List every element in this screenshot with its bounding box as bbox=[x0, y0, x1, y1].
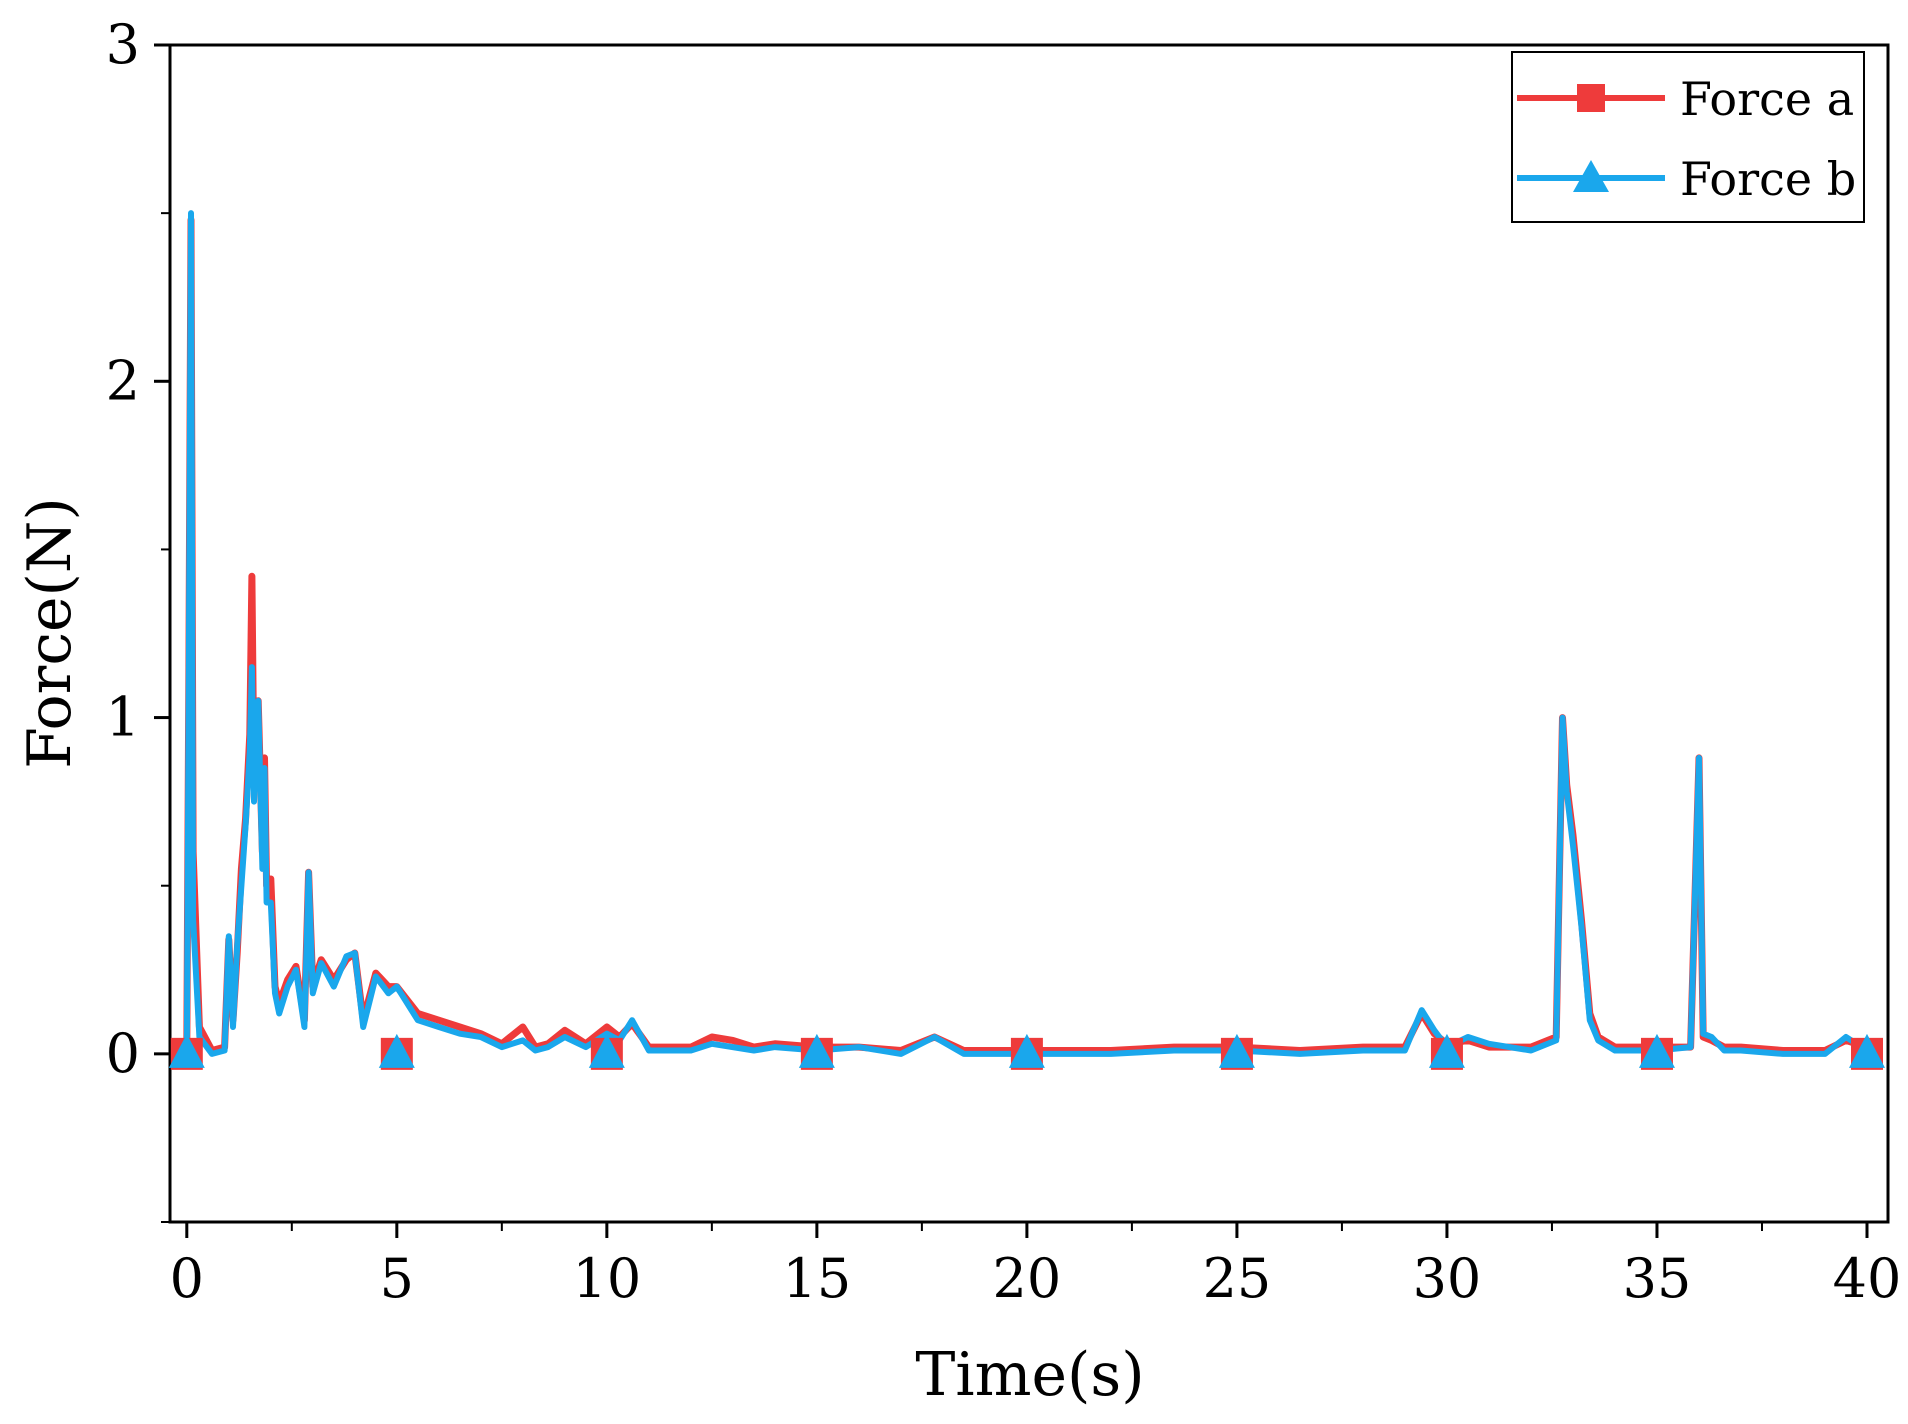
legend-frame bbox=[1511, 51, 1865, 223]
x-tick-label-25: 25 bbox=[1203, 1247, 1272, 1310]
y-axis: 0 1 2 3 bbox=[106, 13, 170, 1223]
series-line-force-b bbox=[183, 210, 1881, 1057]
y-tick-label-1: 1 bbox=[106, 686, 140, 749]
x-tick-label-20: 20 bbox=[993, 1247, 1062, 1310]
x-tick-label-5: 5 bbox=[380, 1247, 414, 1310]
series-line-force-a bbox=[183, 216, 1881, 1054]
marker-force-b bbox=[1428, 1033, 1465, 1068]
x-axis: 0 5 10 15 20 25 30 35 40 bbox=[170, 1222, 1902, 1310]
marker-force-b bbox=[168, 1033, 205, 1068]
x-tick-label-35: 35 bbox=[1623, 1247, 1692, 1310]
legend-marker-force-a bbox=[1577, 84, 1605, 112]
marker-force-b bbox=[378, 1033, 415, 1068]
legend-marker-force-b bbox=[1573, 160, 1609, 192]
x-tick-label-40: 40 bbox=[1833, 1247, 1902, 1310]
marker-force-b bbox=[1848, 1033, 1885, 1068]
marker-force-b bbox=[1218, 1033, 1255, 1068]
x-tick-label-30: 30 bbox=[1413, 1247, 1482, 1310]
series-layer bbox=[183, 210, 1881, 1057]
x-axis-title: Time(s) bbox=[915, 1340, 1144, 1410]
x-tick-label-10: 10 bbox=[572, 1247, 641, 1310]
y-tick-label-3: 3 bbox=[106, 13, 140, 76]
legend: Force a Force b bbox=[1511, 51, 1865, 223]
plot-frame bbox=[168, 43, 1890, 1224]
y-axis-title: Force(N) bbox=[15, 497, 85, 769]
marker-force-b bbox=[1638, 1033, 1675, 1068]
marker-layer bbox=[168, 1033, 1885, 1070]
marker-force-b bbox=[1008, 1033, 1045, 1068]
x-tick-label-15: 15 bbox=[783, 1247, 852, 1310]
x-tick-label-0: 0 bbox=[170, 1247, 204, 1310]
marker-force-b bbox=[588, 1033, 625, 1068]
y-tick-label-0: 0 bbox=[106, 1022, 140, 1085]
legend-label-force-a: Force a bbox=[1680, 72, 1854, 126]
legend-label-force-b: Force b bbox=[1680, 152, 1856, 206]
marker-force-b bbox=[798, 1033, 835, 1068]
y-tick-label-2: 2 bbox=[106, 349, 140, 412]
